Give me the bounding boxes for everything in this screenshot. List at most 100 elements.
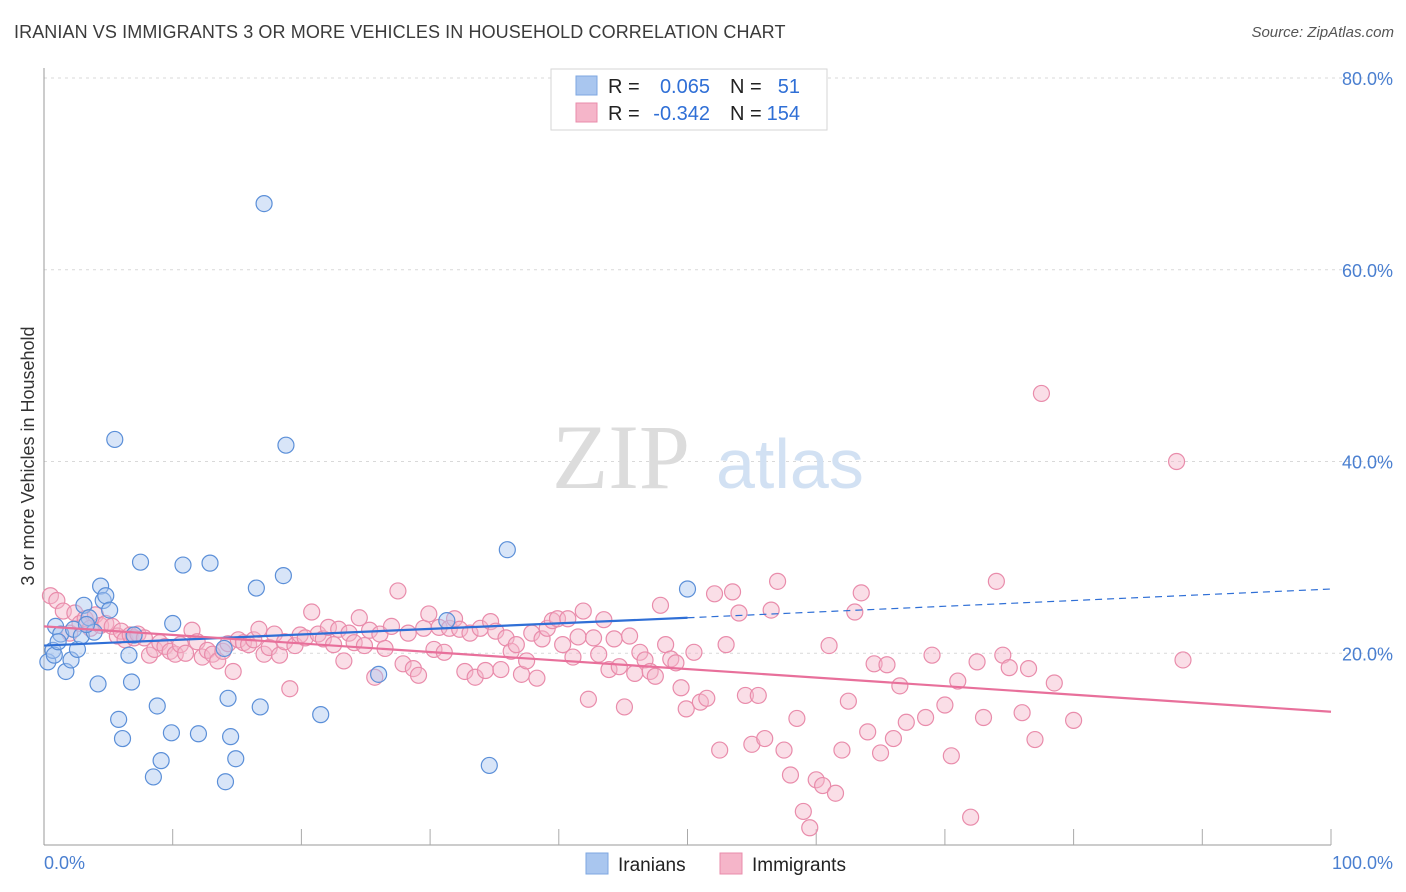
chart-title: IRANIAN VS IMMIGRANTS 3 OR MORE VEHICLES… — [14, 22, 786, 42]
immigrant-point — [1045, 674, 1063, 692]
watermark: ZIP atlas — [552, 406, 864, 508]
bottom-legend: Iranians Immigrants — [585, 852, 846, 876]
immigrant-point — [420, 605, 438, 623]
immigrant-point — [859, 723, 877, 741]
immigrant-point — [672, 679, 690, 697]
immigrant-point — [756, 729, 774, 748]
immigrant-point — [923, 646, 941, 664]
immigrant-point — [852, 584, 870, 602]
legend-r-label-1: R = — [608, 76, 640, 98]
legend-n-value-1: 51 — [778, 76, 800, 98]
immigrant-point — [569, 628, 587, 646]
immigrant-point — [1019, 659, 1038, 678]
immigrant-point — [657, 636, 675, 654]
legend-r-value-2: -0.342 — [653, 103, 710, 125]
iranian-point — [438, 612, 456, 630]
legend-box: R = 0.065 N = 51 R = -0.342 N = 154 — [550, 68, 828, 131]
iranian-point — [312, 706, 330, 724]
immigrant-point — [579, 690, 598, 708]
immigrant-point — [717, 636, 735, 654]
iranian-point — [113, 729, 132, 748]
iranian-point — [122, 673, 141, 691]
immigrant-point — [528, 669, 546, 687]
immigrant-point — [820, 636, 838, 655]
immigrant-point — [281, 680, 299, 698]
iranian-point — [370, 665, 388, 683]
y-tick-label: 80.0% — [1342, 69, 1393, 89]
immigrant-point — [466, 668, 484, 686]
legend-r-label-2: R = — [608, 103, 640, 125]
x-tick-label-max: 100.0% — [1332, 853, 1393, 873]
chart-source: Source: ZipAtlas.com — [1251, 24, 1394, 41]
immigrant-point — [605, 630, 623, 648]
immigrant-point — [667, 654, 685, 672]
immigrant-point — [615, 698, 634, 716]
immigrant-point — [936, 696, 954, 714]
immigrant-point — [620, 627, 639, 645]
immigrant-point — [730, 604, 748, 622]
immigrant-point — [319, 618, 338, 636]
legend-swatch-immigrants — [575, 102, 598, 123]
iranian-point — [62, 651, 80, 669]
immigrant-point — [768, 572, 787, 590]
immigrant-point — [801, 819, 819, 837]
iranian-point — [216, 773, 235, 791]
immigrant-point — [335, 652, 353, 670]
iranian-point — [89, 675, 107, 693]
bottom-legend-swatch-immigrants — [719, 852, 743, 875]
immigrant-point — [916, 708, 935, 727]
immigrant-point — [559, 610, 577, 628]
bottom-legend-swatch-iranians — [585, 852, 609, 875]
iranian-point — [189, 725, 208, 743]
iranian-point — [219, 689, 237, 707]
immigrant-point — [554, 636, 572, 654]
immigrant-point — [814, 776, 832, 795]
immigrant-point — [610, 658, 628, 676]
immigrant-point — [846, 603, 864, 621]
iranian-point — [92, 577, 110, 595]
immigrant-point — [833, 741, 851, 759]
iranian-point — [101, 601, 119, 619]
immigrant-point — [1174, 651, 1192, 669]
x-tick-label-min: 0.0% — [44, 853, 85, 873]
iranian-point — [110, 710, 128, 729]
immigrant-point — [456, 662, 474, 681]
iranian-point — [131, 553, 150, 571]
iranian-point — [277, 436, 295, 454]
immigrant-point — [788, 709, 806, 728]
bottom-legend-immigrants: Immigrants — [752, 855, 846, 876]
immigrant-point — [476, 661, 495, 680]
y-tick-label: 20.0% — [1342, 644, 1393, 664]
immigrant-point — [974, 708, 993, 727]
immigrant-point — [878, 656, 896, 674]
bottom-legend-iranians: Iranians — [618, 855, 686, 876]
iranian-point — [201, 554, 219, 572]
immigrant-point — [224, 662, 242, 681]
immigrant-point — [584, 629, 603, 647]
legend-n-label-1: N = — [730, 76, 762, 98]
legend-r-value-1: 0.065 — [660, 76, 710, 98]
iranians-trend-line — [43, 616, 688, 647]
iranian-point — [480, 756, 498, 775]
iranian-point — [255, 194, 273, 213]
trend-lines — [43, 588, 1332, 713]
immigrant-point — [698, 689, 716, 707]
grid-lines — [44, 77, 1393, 654]
immigrant-point — [1064, 711, 1083, 729]
iranian-point — [678, 580, 697, 598]
iranian-point — [144, 768, 162, 786]
legend-swatch-iranians — [575, 75, 598, 96]
immigrant-point — [1032, 384, 1051, 403]
immigrant-point — [949, 672, 967, 690]
iranian-point — [227, 750, 245, 768]
iranian-point — [222, 728, 240, 746]
immigrant-point — [250, 620, 268, 638]
immigrant-point — [871, 744, 890, 762]
iranian-point — [498, 541, 516, 559]
iranian-point — [45, 646, 63, 664]
iranian-point — [162, 724, 181, 742]
immigrant-point — [646, 667, 664, 685]
iranian-point — [120, 646, 138, 664]
legend-n-label-2: N = — [730, 103, 762, 125]
